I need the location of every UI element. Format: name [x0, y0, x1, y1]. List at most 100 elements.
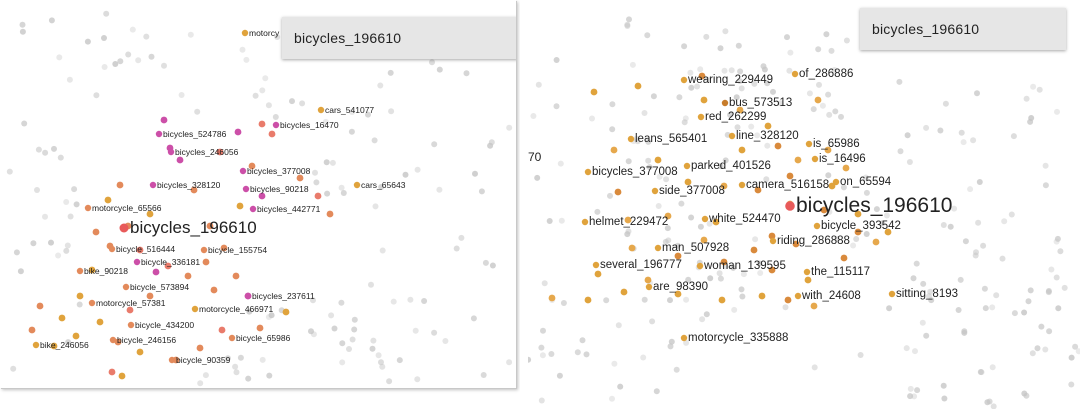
left-labeled-point[interactable] — [168, 356, 176, 364]
right-labeled-point[interactable] — [794, 292, 802, 300]
right-labeled-point[interactable] — [832, 178, 840, 186]
neighbor-point[interactable] — [614, 188, 622, 196]
left-labeled-point[interactable] — [191, 305, 199, 313]
neighbor-point[interactable] — [210, 286, 218, 294]
neighbor-point[interactable] — [184, 272, 192, 280]
neighbor-point[interactable] — [712, 218, 720, 226]
neighbor-point[interactable] — [700, 236, 708, 244]
neighbor-point[interactable] — [792, 240, 800, 248]
neighbor-point[interactable] — [674, 290, 682, 298]
right-search-box[interactable]: bicycles_196610 — [860, 8, 1066, 50]
neighbor-point[interactable] — [768, 232, 776, 240]
neighbor-point[interactable] — [674, 252, 682, 260]
neighbor-point[interactable] — [314, 192, 322, 200]
neighbor-point[interactable] — [884, 228, 892, 236]
neighbor-point[interactable] — [220, 244, 228, 252]
neighbor-point[interactable] — [104, 196, 112, 204]
neighbor-point[interactable] — [774, 142, 782, 150]
neighbor-point[interactable] — [108, 368, 116, 376]
left-labeled-point[interactable] — [109, 336, 117, 344]
left-focus-point[interactable] — [119, 223, 129, 233]
neighbor-point[interactable] — [814, 96, 822, 104]
neighbor-point[interactable] — [248, 162, 256, 170]
left-labeled-point[interactable] — [317, 106, 325, 114]
neighbor-point[interactable] — [164, 262, 172, 270]
neighbor-point[interactable] — [654, 156, 662, 164]
neighbor-point[interactable] — [824, 146, 832, 154]
neighbor-point[interactable] — [810, 302, 818, 310]
neighbor-point[interactable] — [202, 258, 210, 266]
left-labeled-point[interactable] — [155, 130, 163, 138]
right-labeled-point[interactable] — [645, 283, 653, 291]
right-labeled-point[interactable] — [680, 334, 688, 342]
neighbor-point[interactable] — [160, 116, 168, 124]
neighbor-point[interactable] — [664, 212, 672, 220]
neighbor-point[interactable] — [720, 258, 728, 266]
right-labeled-point[interactable] — [888, 290, 896, 298]
right-labeled-point[interactable] — [791, 70, 799, 78]
left-labeled-point[interactable] — [241, 29, 249, 37]
right-labeled-point[interactable] — [683, 162, 691, 170]
neighbor-point[interactable] — [258, 120, 266, 128]
right-labeled-point[interactable] — [805, 140, 813, 148]
neighbor-point[interactable] — [840, 254, 848, 262]
left-labeled-point[interactable] — [122, 283, 130, 291]
neighbor-point[interactable] — [282, 308, 290, 316]
neighbor-point[interactable] — [114, 338, 122, 346]
neighbor-point[interactable] — [854, 210, 862, 218]
neighbor-point[interactable] — [206, 222, 214, 230]
left-labeled-point[interactable] — [84, 204, 92, 212]
neighbor-point[interactable] — [804, 276, 812, 284]
neighbor-point[interactable] — [784, 296, 792, 304]
right-labeled-point[interactable] — [721, 99, 729, 107]
neighbor-point[interactable] — [126, 306, 134, 314]
left-labeled-point[interactable] — [32, 341, 40, 349]
neighbor-point[interactable] — [88, 266, 96, 274]
neighbor-point[interactable] — [828, 182, 836, 190]
neighbor-point[interactable] — [216, 148, 224, 156]
neighbor-point[interactable] — [190, 186, 198, 194]
left-labeled-point[interactable] — [133, 258, 141, 266]
neighbor-point[interactable] — [296, 174, 304, 182]
right-labeled-point[interactable] — [592, 261, 600, 269]
neighbor-point[interactable] — [196, 344, 204, 352]
neighbor-point[interactable] — [700, 96, 708, 104]
neighbor-point[interactable] — [116, 181, 124, 189]
neighbor-point[interactable] — [620, 288, 628, 296]
right-labeled-point[interactable] — [803, 268, 811, 276]
neighbor-point[interactable] — [842, 164, 850, 172]
right-labeled-point[interactable] — [654, 244, 662, 252]
neighbor-point[interactable] — [764, 122, 772, 130]
neighbor-point[interactable] — [590, 88, 598, 96]
neighbor-point[interactable] — [72, 332, 80, 340]
right-labeled-point[interactable] — [769, 237, 777, 245]
left-labeled-point[interactable] — [239, 167, 247, 175]
neighbor-point[interactable] — [698, 72, 706, 80]
neighbor-point[interactable] — [634, 82, 642, 90]
right-labeled-point[interactable] — [584, 168, 592, 176]
neighbor-point[interactable] — [28, 326, 36, 334]
neighbor-point[interactable] — [232, 272, 240, 280]
right-labeled-point[interactable] — [697, 113, 705, 121]
right-labeled-point[interactable] — [813, 222, 821, 230]
neighbor-point[interactable] — [234, 128, 242, 136]
right-labeled-point[interactable] — [627, 135, 635, 143]
neighbor-point[interactable] — [718, 296, 726, 304]
left-labeled-point[interactable] — [76, 267, 84, 275]
neighbor-point[interactable] — [872, 238, 880, 246]
left-labeled-point[interactable] — [108, 245, 116, 253]
neighbor-point[interactable] — [176, 156, 184, 164]
left-labeled-point[interactable] — [242, 185, 250, 193]
neighbor-point[interactable] — [786, 172, 794, 180]
right-labeled-point[interactable] — [738, 181, 746, 189]
neighbor-point[interactable] — [548, 294, 556, 302]
neighbor-point[interactable] — [268, 130, 276, 138]
right-labeled-point[interactable] — [728, 132, 736, 140]
neighbor-point[interactable] — [794, 156, 802, 164]
neighbor-point[interactable] — [854, 228, 862, 236]
left-search-box[interactable]: bicycles_196610 — [282, 17, 516, 59]
neighbor-point[interactable] — [684, 178, 692, 186]
neighbor-point[interactable] — [236, 202, 244, 210]
neighbor-point[interactable] — [146, 292, 154, 300]
neighbor-point[interactable] — [152, 268, 160, 276]
